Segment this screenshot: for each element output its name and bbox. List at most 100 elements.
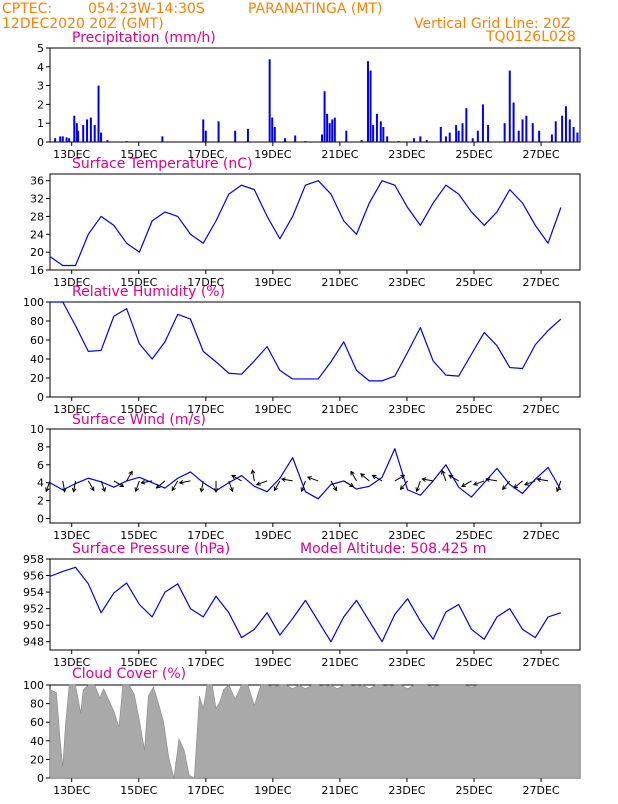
x-tick-label: 21DEC — [321, 148, 358, 161]
precip-bar — [73, 115, 76, 142]
precip-bar — [372, 125, 375, 142]
y-tick-label: 20 — [30, 753, 44, 766]
precip-bar — [204, 130, 207, 142]
wind-arrow-head — [61, 487, 67, 493]
wind-arrow — [251, 470, 255, 482]
precip-bar — [93, 125, 96, 142]
precip-bar — [564, 106, 567, 142]
y-tick-label: 8 — [37, 441, 44, 454]
wind-arrow — [441, 470, 447, 482]
precip-bar — [457, 130, 460, 142]
precip-bar — [326, 113, 329, 142]
y-tick-label: 10 — [30, 423, 44, 436]
header-location: PARANATINGA (MT) — [248, 1, 382, 17]
wind-arrow — [87, 480, 95, 491]
x-tick-label: 15DEC — [120, 276, 157, 289]
precip-bar — [323, 91, 326, 142]
wind-arrow-head — [71, 487, 77, 493]
x-tick-label: 23DEC — [388, 529, 425, 542]
wind-arrow-head — [448, 474, 454, 480]
y-tick-label: 6 — [37, 459, 44, 472]
series-line — [49, 180, 562, 267]
wind-arrow — [524, 480, 536, 486]
wind-arrow — [113, 480, 124, 487]
wind-arrow — [256, 480, 268, 486]
wind-arrow-head — [502, 485, 507, 491]
precip-bar — [465, 108, 468, 142]
wind-arrow-head — [250, 469, 256, 475]
wind-arrow — [486, 478, 498, 482]
wind-arrow-head — [399, 485, 405, 491]
wind-title: Surface Wind (m/s) — [72, 412, 206, 428]
wind-arrow — [448, 474, 459, 482]
y-tick-label: 4 — [37, 61, 44, 74]
wind-arrow-head — [441, 469, 446, 475]
wind-arrow-head — [485, 477, 491, 482]
wind-arrow — [513, 480, 523, 489]
wind-arrow-head — [415, 487, 420, 493]
temp-title: Surface Temperature (nC) — [72, 156, 253, 172]
wind-arrow-head — [360, 473, 365, 478]
precip-bar — [444, 136, 447, 142]
wind-arrow-head — [421, 477, 427, 482]
x-tick-label: 21DEC — [321, 784, 358, 797]
wind-arrow-head — [199, 487, 205, 493]
wind-arrow — [301, 480, 306, 492]
precip-bar — [412, 138, 415, 142]
wind-arrow-head — [349, 482, 355, 487]
y-tick-label: 4 — [37, 477, 44, 490]
y-tick-label: 0 — [37, 391, 44, 404]
precip-title: Precipitation (mm/h) — [72, 30, 216, 46]
wind-arrow-head — [555, 487, 561, 493]
precip-bar — [333, 117, 336, 142]
wind-arrow — [400, 480, 408, 490]
y-tick-label: 956 — [23, 570, 44, 583]
precip-bar — [89, 117, 92, 142]
precip-bar — [481, 104, 484, 142]
wind-arrow-head — [90, 486, 95, 492]
precip-bar — [386, 136, 389, 142]
y-tick-label: 40 — [30, 735, 44, 748]
precip-bar — [59, 136, 62, 142]
x-tick-label: 15DEC — [120, 529, 157, 542]
plot-frame — [49, 173, 581, 271]
y-tick-label: 1 — [37, 117, 44, 130]
x-tick-label: 19DEC — [254, 276, 291, 289]
wind-arrow-head — [229, 487, 234, 493]
precip-bar — [521, 119, 524, 142]
precip-bar — [100, 132, 103, 142]
wind-arrow — [281, 478, 293, 482]
x-tick-label: 25DEC — [455, 784, 492, 797]
precip-bar — [97, 85, 100, 142]
precip-bar — [448, 132, 451, 142]
wind-arrow-head — [461, 482, 466, 487]
x-tick-label: 13DEC — [53, 148, 90, 161]
wind-arrow-head — [231, 474, 237, 480]
header-source: CPTEC: — [2, 1, 52, 17]
wind-arrow — [416, 480, 421, 492]
precip-bar — [77, 130, 80, 142]
precip-bar — [54, 138, 57, 142]
x-tick-label: 19DEC — [254, 403, 291, 416]
precip-bar — [65, 137, 68, 142]
x-tick-label: 25DEC — [455, 148, 492, 161]
wind-arrow-head — [280, 477, 286, 482]
wind-arrow-head — [371, 474, 377, 480]
wind-arrow — [473, 480, 485, 486]
precip-bar — [161, 136, 164, 142]
cloud-cover-area — [49, 684, 581, 779]
wind-arrow — [200, 480, 204, 492]
x-tick-label: 27DEC — [522, 784, 559, 797]
wind-arrow — [461, 480, 472, 487]
y-tick-label: 0 — [37, 772, 44, 785]
x-tick-label: 25DEC — [455, 276, 492, 289]
x-tick-label: 21DEC — [321, 403, 358, 416]
precip-bar — [106, 140, 109, 142]
x-tick-label: 13DEC — [53, 656, 90, 669]
precip-bar — [125, 141, 128, 142]
y-tick-label: 100 — [23, 296, 44, 309]
precip-bar — [379, 121, 382, 142]
x-tick-label: 17DEC — [187, 784, 224, 797]
wind-arrow-head — [306, 476, 312, 481]
wind-arrow — [156, 480, 166, 489]
